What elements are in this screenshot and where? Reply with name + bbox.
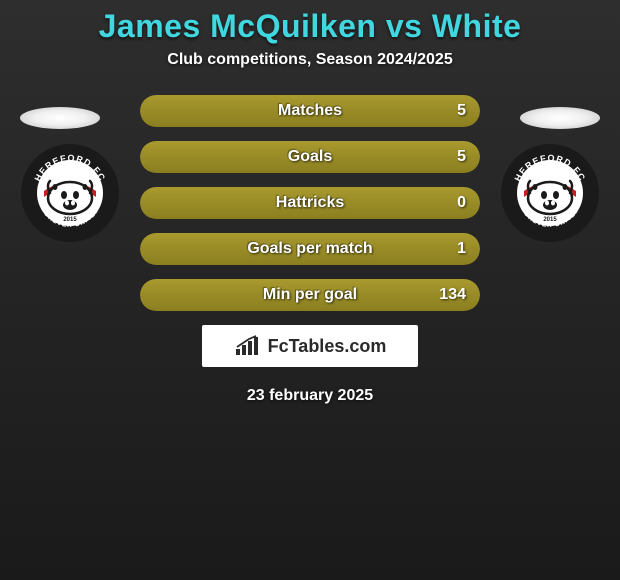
stat-bars: Matches 5 Goals 5 Hattricks 0 Goals per match 1… <box>140 95 480 311</box>
stat-value-right: 5 <box>457 148 466 166</box>
chart-icon <box>234 335 262 357</box>
stat-row: Min per goal 134 <box>140 279 480 311</box>
stat-label: Min per goal <box>263 286 357 304</box>
branding-text: FcTables.com <box>268 336 387 357</box>
page-title: James McQuilken vs White <box>0 8 620 45</box>
stat-row: Goals 5 <box>140 141 480 173</box>
svg-text:2015: 2015 <box>63 217 77 223</box>
page-subtitle: Club competitions, Season 2024/2025 <box>0 51 620 69</box>
stat-row: Goals per match 1 <box>140 233 480 265</box>
stat-value-right: 0 <box>457 194 466 212</box>
stat-label: Hattricks <box>276 194 344 212</box>
player-flag-left <box>20 107 100 129</box>
stats-area: HEREFORD FC FOREVER UNITED 2015 <box>0 95 620 311</box>
stat-value-right: 134 <box>439 286 466 304</box>
stat-label: Matches <box>278 102 342 120</box>
svg-text:2015: 2015 <box>543 217 557 223</box>
club-crest-right: HEREFORD FC FOREVER UNITED 2015 <box>500 143 600 243</box>
stat-row: Matches 5 <box>140 95 480 127</box>
branding-badge: FcTables.com <box>202 325 418 367</box>
stat-value-right: 1 <box>457 240 466 258</box>
club-crest-left: HEREFORD FC FOREVER UNITED 2015 <box>20 143 120 243</box>
stat-label: Goals <box>288 148 332 166</box>
player-flag-right <box>520 107 600 129</box>
crest-icon: HEREFORD FC FOREVER UNITED 2015 <box>20 143 120 243</box>
stat-label: Goals per match <box>247 240 372 258</box>
date-label: 23 february 2025 <box>0 387 620 405</box>
stat-value-right: 5 <box>457 102 466 120</box>
comparison-card: James McQuilken vs White Club competitio… <box>0 0 620 580</box>
stat-row: Hattricks 0 <box>140 187 480 219</box>
crest-icon: HEREFORD FC FOREVER UNITED 2015 <box>500 143 600 243</box>
